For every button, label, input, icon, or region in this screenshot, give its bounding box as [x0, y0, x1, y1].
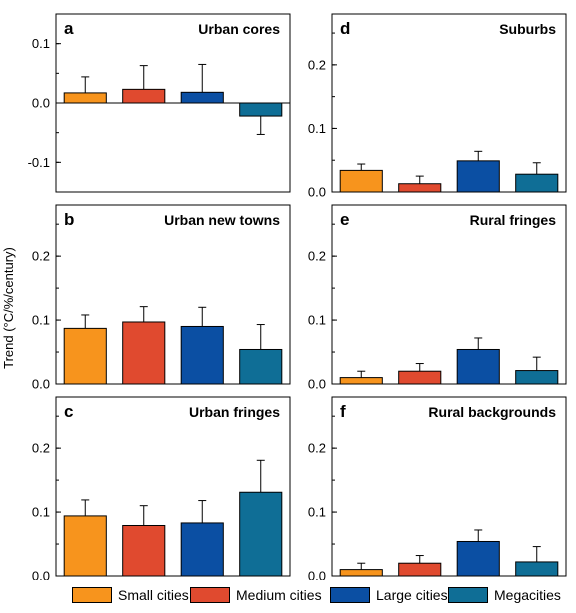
bar-c-2 — [122, 524, 166, 577]
legend-item: Small cities — [72, 584, 189, 606]
panel-letter: f — [340, 402, 346, 421]
y-tick-label: 0.1 — [308, 121, 326, 136]
panel-letter: a — [64, 19, 74, 38]
bar-b-3 — [180, 325, 224, 385]
bar-f-2 — [398, 562, 442, 577]
legend-swatch — [330, 587, 370, 603]
figure: Trend (°C/%/century) 0.1 0.0 -0.1 a Urban co… — [1, 13, 567, 581]
legend-swatch — [448, 587, 488, 603]
panel-letter: b — [64, 210, 74, 229]
bar-a-4 — [239, 102, 283, 117]
legend-item: Medium cities — [190, 584, 322, 606]
bar-c-3 — [180, 522, 224, 577]
panel-title: Suburbs — [499, 21, 556, 37]
bar-e-1 — [339, 377, 383, 385]
bar-c-4 — [239, 491, 283, 577]
panel-frame — [55, 204, 291, 385]
bar-d-1 — [339, 169, 383, 193]
bar-f-3 — [456, 540, 500, 577]
panel-frame — [55, 396, 291, 577]
bar-b-2 — [122, 321, 166, 385]
y-tick-label: 0.2 — [32, 441, 50, 456]
bar-b-4 — [239, 348, 283, 385]
panel-frame — [331, 204, 567, 385]
bar-f-1 — [339, 569, 383, 577]
y-tick-label: 0.1 — [32, 313, 50, 328]
bar-e-2 — [398, 370, 442, 385]
legend-label: Small cities — [118, 587, 189, 603]
panel-e: 0.0 0.1 0.2 e Rural fringes — [308, 204, 567, 392]
panel-c: 0.0 0.1 0.2 c Urban fringes — [32, 396, 291, 581]
bar-a-1 — [63, 92, 107, 104]
bar-d-4 — [515, 173, 559, 193]
bar-e-4 — [515, 370, 559, 385]
bar-f-4 — [515, 561, 559, 577]
bar-b-1 — [63, 327, 107, 385]
panel-frame — [331, 13, 567, 193]
bar-d-2 — [398, 183, 442, 193]
panel-title: Urban fringes — [189, 404, 280, 420]
legend-label: Large cities — [376, 587, 448, 603]
panel-title: Rural fringes — [470, 212, 557, 228]
y-tick-label: 0.2 — [32, 249, 50, 264]
bar-d-3 — [456, 160, 500, 193]
y-tick-label: 0.1 — [308, 505, 326, 520]
panel-d: 0.0 0.1 0.2 d Suburbs — [308, 13, 567, 200]
bar-e-3 — [456, 348, 500, 385]
panel-title: Urban new towns — [164, 212, 280, 228]
y-tick-label: 0.2 — [308, 57, 326, 72]
bar-a-3 — [180, 91, 224, 104]
legend-swatch — [72, 587, 112, 603]
panel-b: 0.0 0.1 0.2 b Urban new towns — [32, 204, 291, 392]
y-tick-label: 0.0 — [32, 569, 50, 581]
y-tick-label: 0.1 — [32, 505, 50, 520]
panel-frame — [331, 396, 567, 577]
y-tick-label: 0.1 — [32, 36, 50, 51]
panel-title: Urban cores — [198, 21, 280, 37]
y-tick-label: 0.0 — [308, 377, 326, 392]
legend-item: Megacities — [448, 584, 561, 606]
bar-c-1 — [63, 515, 107, 577]
y-tick-label: 0.1 — [308, 313, 326, 328]
y-tick-label: 0.2 — [308, 441, 326, 456]
y-tick-label: 0.0 — [32, 377, 50, 392]
y-tick-label: 0.2 — [308, 249, 326, 264]
y-tick-label: -0.1 — [28, 155, 50, 170]
y-tick-label: 0.0 — [308, 185, 326, 200]
panel-title: Rural backgrounds — [428, 404, 556, 420]
legend-item: Large cities — [330, 584, 448, 606]
legend-label: Megacities — [494, 587, 561, 603]
panel-letter: c — [64, 402, 73, 421]
panel-a: 0.1 0.0 -0.1 a Urban cores — [28, 13, 291, 193]
bar-a-2 — [122, 88, 166, 104]
panel-letter: e — [340, 210, 349, 229]
y-tick-label: 0.0 — [308, 569, 326, 581]
legend-swatch — [190, 587, 230, 603]
legend: Small cities Medium cities Large cities Meg… — [0, 582, 576, 608]
panel-letter: d — [340, 19, 350, 38]
y-tick-label: 0.0 — [32, 96, 50, 111]
y-axis-label: Trend (°C/%/century) — [1, 247, 16, 369]
legend-label: Medium cities — [236, 587, 322, 603]
panel-f: 0.0 0.1 0.2 f Rural backgrounds — [308, 396, 567, 581]
